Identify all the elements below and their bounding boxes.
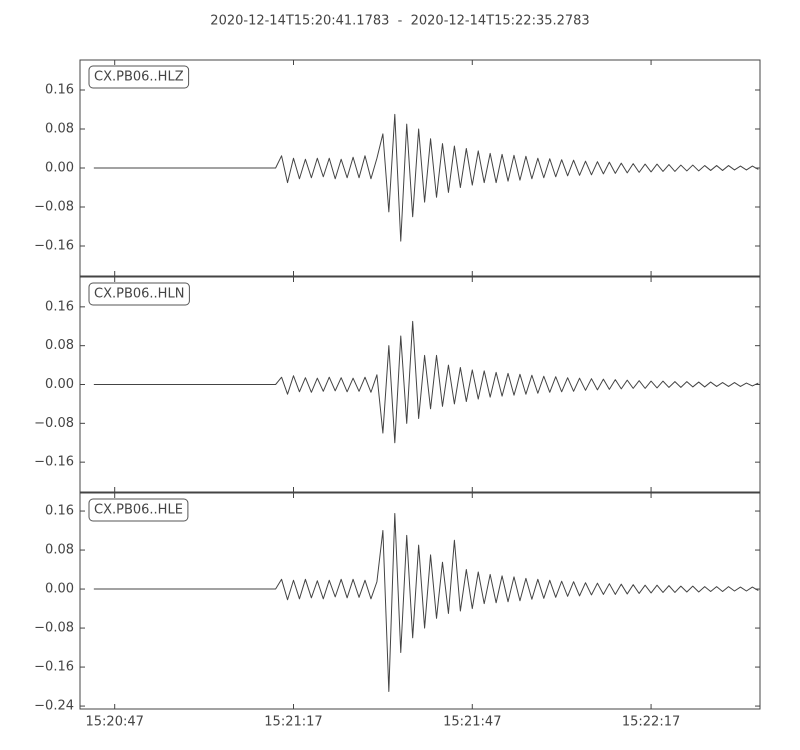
y-tick-label: 0.08 bbox=[45, 338, 74, 353]
trace-label: CX.PB06..HLE bbox=[94, 503, 183, 518]
x-tick-label: 15:21:17 bbox=[264, 715, 322, 730]
y-tick-label: −0.08 bbox=[34, 621, 74, 636]
panel-frame bbox=[79, 492, 761, 710]
trace-label-box bbox=[88, 65, 190, 89]
x-tick-label: 15:22:17 bbox=[622, 715, 680, 730]
y-tick-label: 0.16 bbox=[45, 82, 74, 97]
x-tick-label: 15:21:47 bbox=[443, 715, 501, 730]
y-tick-label: −0.08 bbox=[34, 200, 74, 215]
y-tick-label: 0.00 bbox=[45, 377, 74, 392]
waveform bbox=[93, 113, 759, 242]
waveform bbox=[93, 320, 759, 444]
trace-label-box bbox=[88, 282, 190, 306]
y-tick-label: 0.00 bbox=[45, 582, 74, 597]
y-tick-label: −0.08 bbox=[34, 416, 74, 431]
chart-title: 2020-12-14T15:20:41.1783 - 2020-12-14T15… bbox=[210, 14, 589, 29]
y-tick-label: −0.16 bbox=[34, 455, 74, 470]
waveform bbox=[93, 512, 759, 692]
y-tick-label: 0.16 bbox=[45, 299, 74, 314]
y-tick-label: −0.24 bbox=[34, 699, 74, 714]
y-tick-label: 0.16 bbox=[45, 504, 74, 519]
trace-label-box bbox=[88, 498, 189, 522]
trace-label: CX.PB06..HLN bbox=[94, 287, 184, 302]
trace-label: CX.PB06..HLZ bbox=[94, 70, 184, 85]
y-tick-label: 0.00 bbox=[45, 161, 74, 176]
y-tick-label: 0.08 bbox=[45, 121, 74, 136]
y-tick-label: −0.16 bbox=[34, 239, 74, 254]
y-tick-label: 0.08 bbox=[45, 543, 74, 558]
y-tick-label: −0.16 bbox=[34, 660, 74, 675]
x-tick-label: 15:20:47 bbox=[86, 715, 144, 730]
